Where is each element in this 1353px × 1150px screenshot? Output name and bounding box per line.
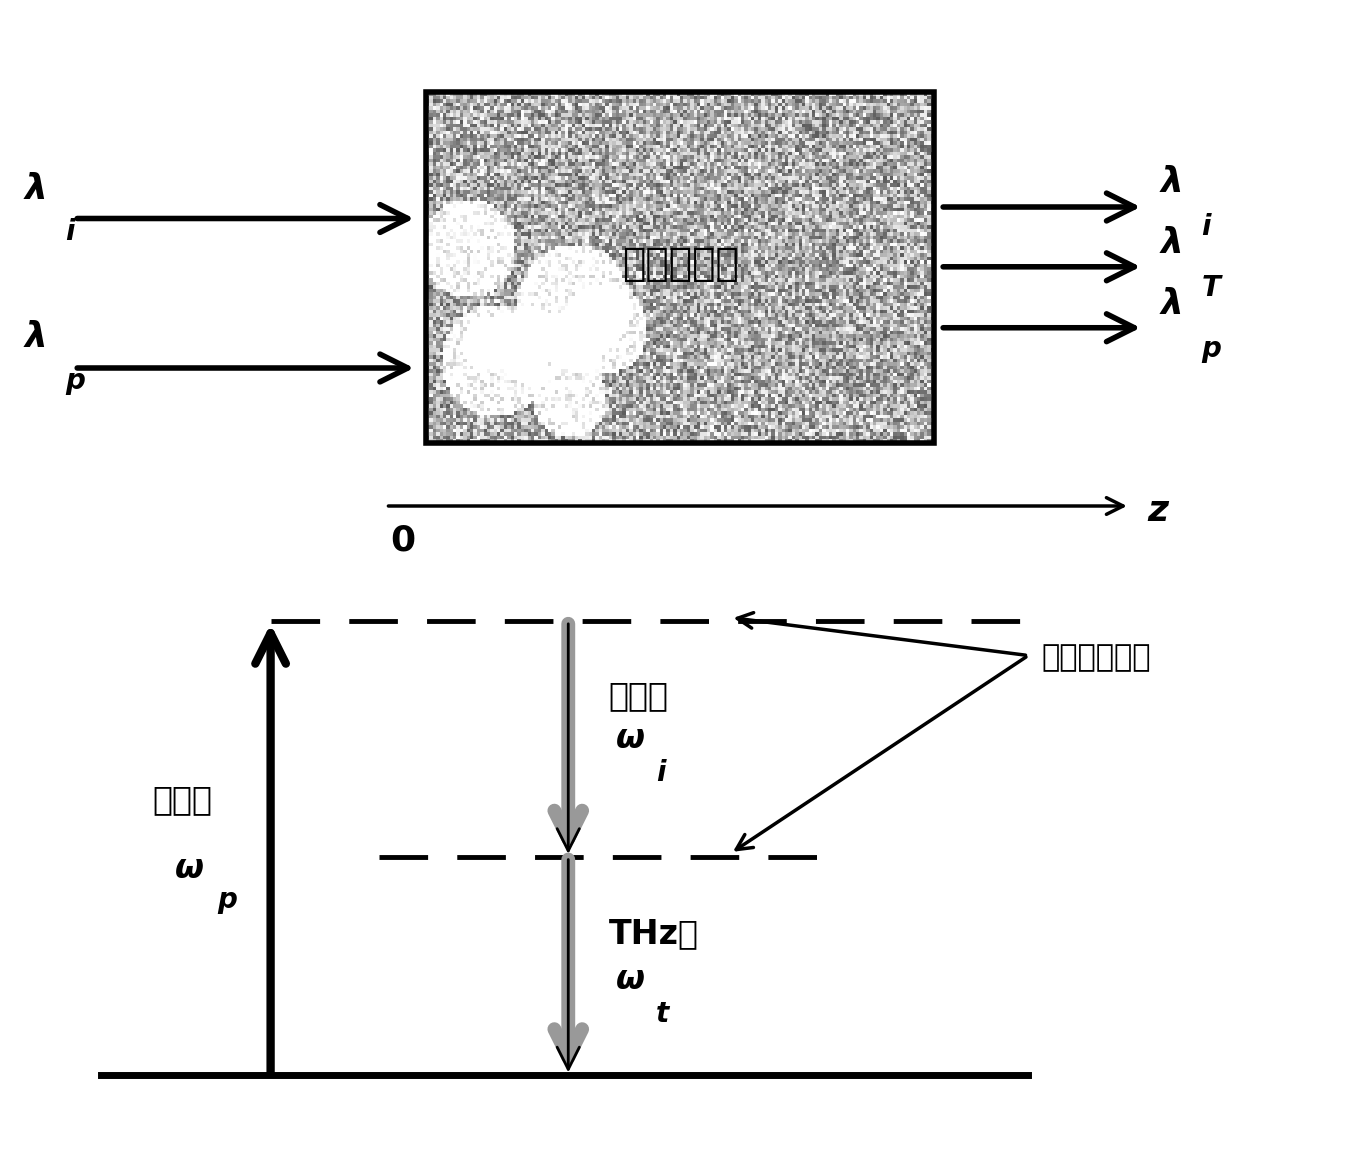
Text: 抽运光: 抽运光 — [153, 783, 212, 815]
Text: λ: λ — [24, 171, 47, 206]
Text: z: z — [1147, 493, 1169, 528]
Text: ω: ω — [616, 722, 644, 754]
Text: THz光: THz光 — [609, 918, 700, 950]
Text: 闲频光: 闲频光 — [609, 680, 668, 712]
Text: i: i — [656, 759, 666, 787]
Text: λ: λ — [1161, 225, 1184, 260]
Text: p: p — [65, 367, 85, 394]
Text: ω: ω — [616, 964, 644, 996]
Text: 非线性晶体: 非线性晶体 — [622, 245, 739, 284]
Text: i: i — [1201, 213, 1211, 240]
Text: i: i — [65, 218, 74, 246]
Text: 0: 0 — [391, 523, 415, 558]
Text: p: p — [218, 887, 237, 914]
Text: p: p — [1201, 335, 1222, 362]
Text: ω: ω — [175, 852, 204, 884]
Text: λ: λ — [1161, 286, 1184, 321]
Text: 可调光子能级: 可调光子能级 — [1042, 643, 1151, 673]
Bar — [426, 92, 934, 443]
Text: t: t — [656, 1000, 670, 1028]
Text: T: T — [1201, 274, 1220, 301]
Text: λ: λ — [1161, 164, 1184, 199]
Text: λ: λ — [24, 320, 47, 354]
